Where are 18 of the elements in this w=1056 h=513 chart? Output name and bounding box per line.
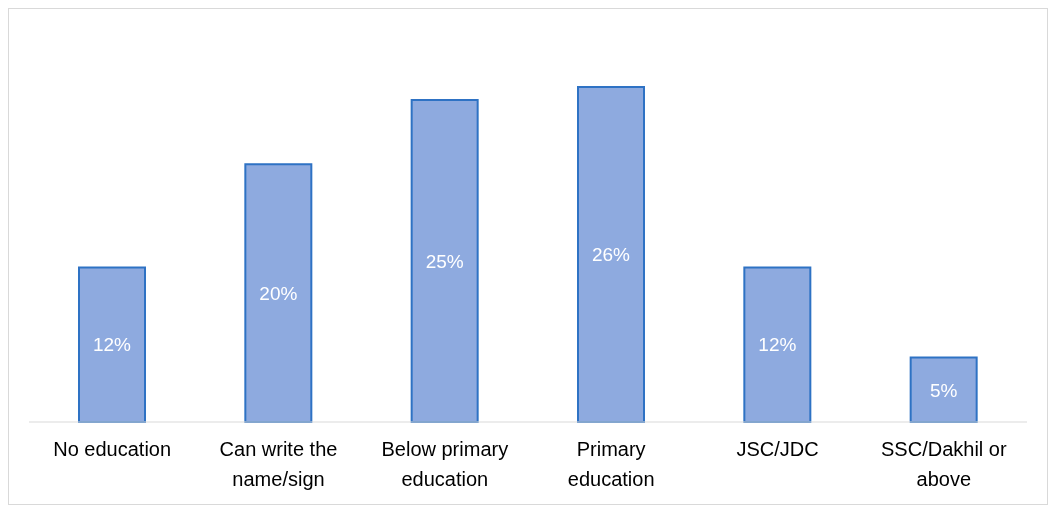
bar [743,266,812,423]
bar [909,356,978,423]
data-label: 26% [591,244,631,266]
x-tick-label: Can write the name/sign [219,438,338,490]
bar [410,98,479,423]
x-tick-label: JSC/JDC [736,438,819,460]
bar [244,163,313,423]
x-tick-label: Primary education [567,438,655,490]
data-label: 5% [929,379,958,401]
data-label: 20% [259,282,298,304]
x-tick-label: No education [53,438,172,460]
x-tick-label: SSC/Dakhil or above [881,438,1007,490]
bar [577,86,645,423]
data-label: 25% [425,250,464,272]
bar [78,266,146,423]
data-label: 12% [758,334,797,356]
data-label: 12% [92,334,132,356]
x-tick-label: Below primary education [381,438,509,490]
